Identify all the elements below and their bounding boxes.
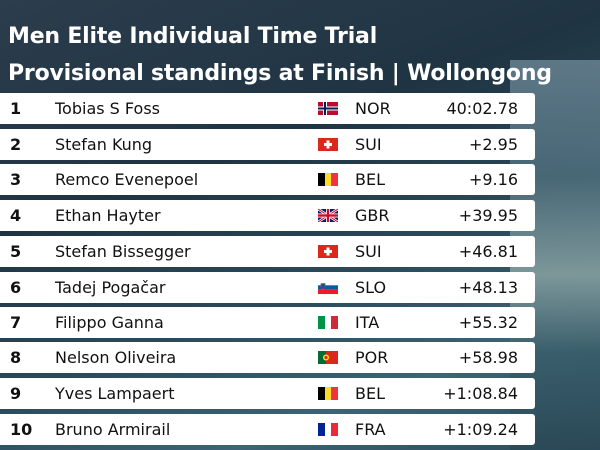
time: +9.16 bbox=[468, 170, 518, 189]
time: +2.95 bbox=[468, 135, 518, 154]
time: +1:09.24 bbox=[443, 420, 518, 439]
country-code: ITA bbox=[355, 313, 380, 332]
country-code: SLO bbox=[355, 278, 387, 297]
rank: 10 bbox=[10, 420, 33, 439]
rank: 1 bbox=[10, 99, 22, 118]
country-code: SUI bbox=[355, 242, 382, 261]
standing-row: 9 Yves Lampaert BEL +1:08.84 bbox=[0, 378, 535, 409]
rank: 7 bbox=[10, 313, 22, 332]
flag bbox=[318, 173, 338, 186]
country-code: BEL bbox=[355, 170, 385, 189]
country-code: SUI bbox=[355, 135, 382, 154]
flag bbox=[318, 351, 338, 364]
time: +39.95 bbox=[458, 206, 518, 225]
time: +58.98 bbox=[458, 348, 518, 367]
standing-row: 5 Stefan Bissegger SUI +46.81 bbox=[0, 236, 535, 267]
rider-name: Nelson Oliveira bbox=[55, 348, 177, 367]
rider-name: Ethan Hayter bbox=[55, 206, 161, 225]
country-code: POR bbox=[355, 348, 389, 367]
rank: 9 bbox=[10, 384, 22, 403]
time: +55.32 bbox=[458, 313, 518, 332]
rider-name: Tobias S Foss bbox=[55, 99, 161, 118]
flag bbox=[318, 209, 338, 222]
rank: 6 bbox=[10, 278, 22, 297]
rider-name: Stefan Kung bbox=[55, 135, 153, 154]
standing-row: 1 Tobias S Foss NOR 40:02.78 bbox=[0, 93, 535, 124]
title: Men Elite Individual Time Trial bbox=[8, 24, 378, 49]
flag bbox=[318, 102, 338, 115]
flag bbox=[318, 387, 338, 400]
time: +1:08.84 bbox=[443, 384, 518, 403]
rider-name: Remco Evenepoel bbox=[55, 170, 199, 189]
standing-row: 6 Tadej Pogačar SLO +48.13 bbox=[0, 272, 535, 303]
rank: 8 bbox=[10, 348, 22, 367]
flag bbox=[318, 281, 338, 294]
rank: 4 bbox=[10, 206, 22, 225]
flag bbox=[318, 138, 338, 151]
standing-row: 4 Ethan Hayter GBR +39.95 bbox=[0, 200, 535, 231]
rider-name: Stefan Bissegger bbox=[55, 242, 191, 261]
subtitle: Provisional standings at Finish | Wollon… bbox=[8, 61, 552, 86]
country-code: GBR bbox=[355, 206, 390, 225]
flag bbox=[318, 423, 338, 436]
rider-name: Yves Lampaert bbox=[55, 384, 175, 403]
standing-row: 7 Filippo Ganna ITA +55.32 bbox=[0, 307, 535, 338]
rank: 2 bbox=[10, 135, 22, 154]
standing-row: 10 Bruno Armirail FRA +1:09.24 bbox=[0, 414, 535, 445]
rank: 3 bbox=[10, 170, 22, 189]
country-code: FRA bbox=[355, 420, 386, 439]
rank: 5 bbox=[10, 242, 22, 261]
flag bbox=[318, 316, 338, 329]
rider-name: Tadej Pogačar bbox=[55, 278, 166, 297]
rider-name: Filippo Ganna bbox=[55, 313, 164, 332]
standing-row: 2 Stefan Kung SUI +2.95 bbox=[0, 129, 535, 160]
time: 40:02.78 bbox=[446, 99, 518, 118]
country-code: BEL bbox=[355, 384, 385, 403]
time: +46.81 bbox=[458, 242, 518, 261]
rider-name: Bruno Armirail bbox=[55, 420, 171, 439]
standing-row: 8 Nelson Oliveira POR +58.98 bbox=[0, 342, 535, 373]
country-code: NOR bbox=[355, 99, 391, 118]
time: +48.13 bbox=[458, 278, 518, 297]
flag bbox=[318, 245, 338, 258]
standing-row: 3 Remco Evenepoel BEL +9.16 bbox=[0, 164, 535, 195]
